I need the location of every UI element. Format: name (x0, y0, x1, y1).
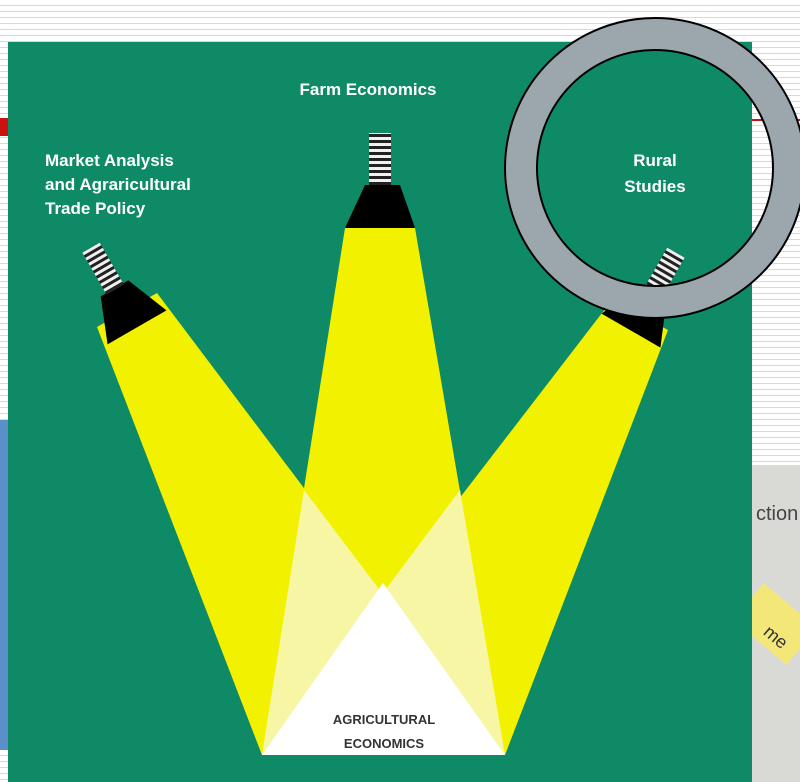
spotlight-label: Studies (624, 177, 685, 196)
spotlight-label: Farm Economics (300, 80, 437, 99)
spotlight-label: and Agraricultural (45, 175, 191, 194)
page: ction me Farm Economics Market Analysis … (0, 0, 800, 782)
spotlight-label: Market Analysis (45, 151, 174, 170)
spotlight-label: Trade Policy (45, 199, 146, 218)
center-label: AGRICULTURAL (333, 712, 435, 727)
fragment-text: ction (756, 503, 798, 525)
slide: ction me Farm Economics Market Analysis … (0, 0, 800, 782)
center-label: ECONOMICS (344, 736, 425, 751)
spotlight-label: Rural (633, 151, 676, 170)
